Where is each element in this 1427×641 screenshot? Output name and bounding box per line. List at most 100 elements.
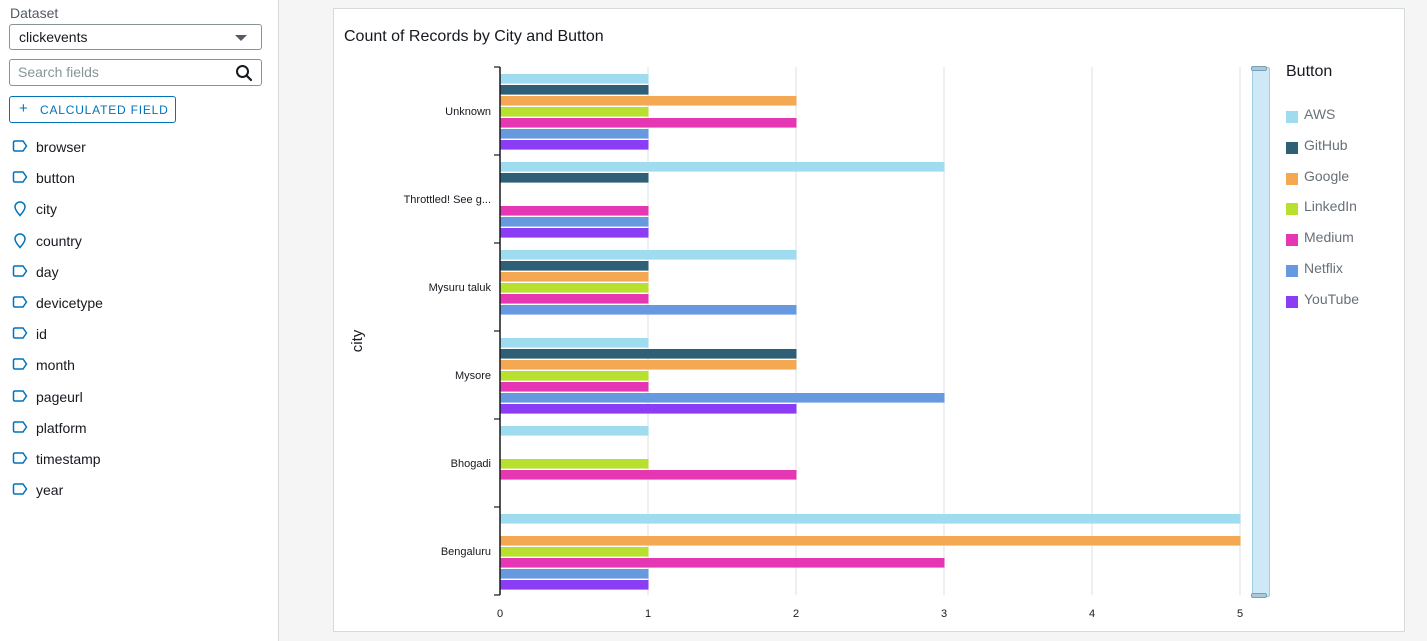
search-field-box[interactable] [9,59,262,86]
field-item-country[interactable]: country [0,226,278,257]
legend-label: Medium [1304,229,1354,246]
bar [500,228,649,238]
x-tick-label: 4 [1089,608,1095,620]
bar [500,74,649,84]
legend-label: AWS [1304,106,1336,122]
field-item-button[interactable]: button [0,163,278,194]
y-tick-label: Bhogadi [451,458,491,470]
legend-swatch [1286,295,1298,308]
dimension-tag-icon [12,264,28,283]
chevron-down-icon [235,35,247,41]
bar-chart: Unknown Throttled! See g... Mysuru taluk My… [349,66,1243,620]
bar [500,96,797,106]
field-item-month[interactable]: month [0,350,278,381]
bar [500,360,797,370]
bar [500,305,797,315]
dimension-tag-icon [12,420,28,439]
dataset-value: clickevents [19,29,88,45]
dataset-label: Dataset [10,5,59,21]
legend-swatch [1286,234,1298,247]
bar [500,140,649,150]
field-item-year[interactable]: year [0,475,278,506]
y-tick-label: Throttled! See g... [404,194,491,206]
bar [500,470,797,480]
dimension-tag-icon [12,170,28,189]
legend-swatch [1286,264,1298,277]
x-tick-label: 1 [645,608,651,620]
field-item-city[interactable]: city [0,194,278,225]
legend-swatch [1286,141,1298,154]
legend-swatch [1286,111,1298,123]
legend-label: LinkedIn [1304,198,1357,215]
x-tick-label: 2 [793,608,799,620]
bar [500,261,649,271]
field-label: day [36,263,59,280]
field-label: year [36,482,64,499]
search-input[interactable] [18,63,228,81]
field-item-id[interactable]: id [0,319,278,350]
field-label: country [36,232,82,249]
y-tick-label: Bengaluru [441,546,491,558]
field-list-panel: Dataset clickevents + CALCULATED FIELD b… [0,0,279,641]
field-item-browser[interactable]: browser [0,132,278,163]
bar [500,162,945,172]
legend-label: Google [1304,167,1350,184]
bar [500,349,797,359]
x-tick-label: 0 [497,608,503,620]
bar [500,217,649,227]
dimension-tag-icon [12,326,28,345]
legend-label: GitHub [1304,136,1348,153]
bar [500,371,649,381]
field-label: browser [36,139,86,155]
field-item-timestamp[interactable]: timestamp [0,444,278,475]
search-icon[interactable] [235,64,253,82]
y-tick-label: Mysore [455,370,491,382]
add-calculated-field-button[interactable]: + CALCULATED FIELD [9,96,176,123]
bar [500,514,1241,524]
field-label: timestamp [36,450,101,467]
x-tick-label: 5 [1237,608,1243,620]
bar [500,536,1241,546]
dimension-tag-icon [12,139,28,158]
bar [500,558,945,568]
bar [500,382,649,392]
field-item-platform[interactable]: platform [0,413,278,444]
bar [500,426,649,436]
plus-icon: + [19,100,29,117]
bar [500,85,649,95]
field-label: month [36,357,75,374]
scrollbar-top-handle[interactable] [1251,66,1267,71]
field-label: id [36,326,47,343]
bar [500,459,649,469]
field-label: platform [36,419,87,436]
field-list: browser button city country day devicetype id m… [0,132,278,506]
y-tick-label: Unknown [445,106,491,118]
visual-card[interactable]: Count of Records by City and Button Unkn… [333,8,1405,632]
scrollbar-bottom-handle[interactable] [1251,593,1267,598]
field-item-devicetype[interactable]: devicetype [0,288,278,319]
field-item-pageurl[interactable]: pageurl [0,382,278,413]
bar [500,206,649,216]
legend-swatch [1286,172,1298,185]
field-label: button [36,170,75,187]
y-axis-title: city [349,329,366,352]
bar [500,129,649,139]
x-tick-label: 3 [941,608,947,620]
bar [500,250,797,260]
bar [500,173,649,183]
dimension-tag-icon [12,295,28,314]
geo-pin-icon [12,201,28,222]
field-item-day[interactable]: day [0,257,278,288]
bar [500,547,649,557]
legend-title: Button [1286,63,1333,80]
bar [500,393,945,403]
field-label: city [36,201,57,218]
bar [500,404,797,414]
dataset-select[interactable]: clickevents [9,24,262,50]
legend-scrollbar[interactable] [1251,66,1270,598]
dimension-tag-icon [12,357,28,376]
dimension-tag-icon [12,451,28,470]
bar [500,283,649,293]
bar [500,107,649,117]
dimension-tag-icon [12,389,28,408]
